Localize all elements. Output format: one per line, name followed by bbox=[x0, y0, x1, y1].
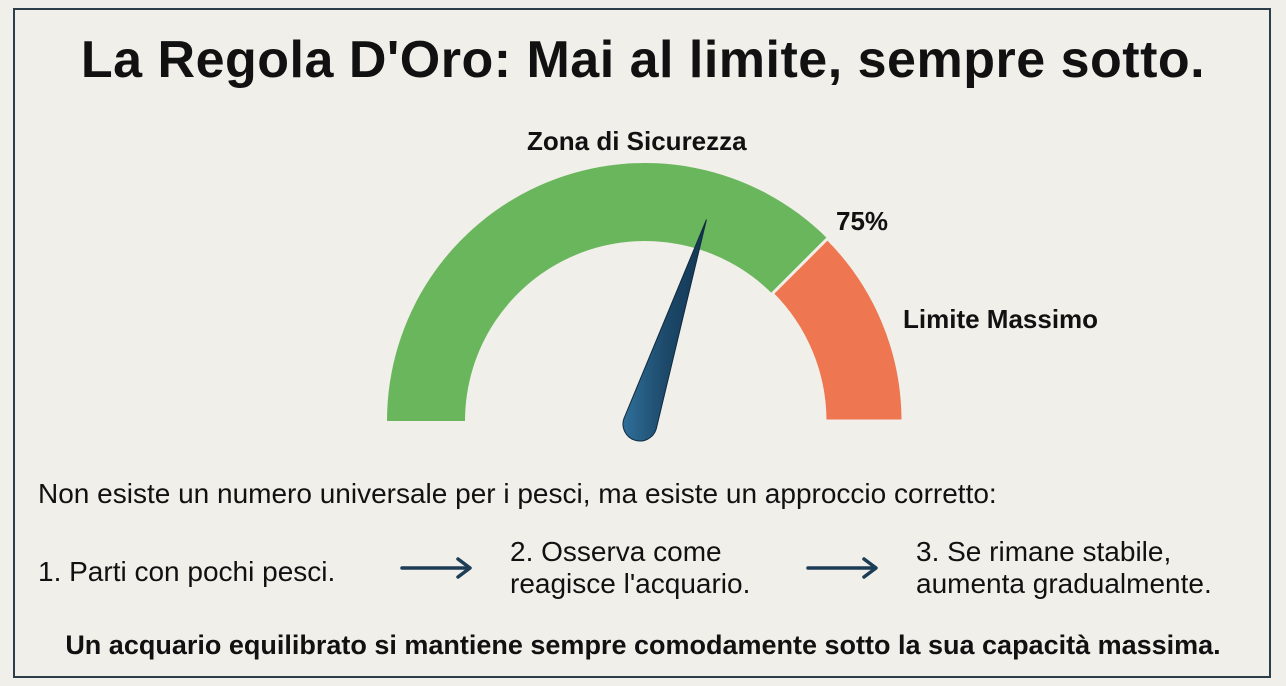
max-limit-label: Limite Massimo bbox=[903, 304, 1099, 334]
gauge-needle bbox=[622, 219, 707, 442]
gauge-limit-zone bbox=[770, 236, 905, 423]
step-3-line-2: aumenta gradualmente. bbox=[916, 568, 1212, 599]
page-frame bbox=[13, 8, 1271, 678]
step-2-line-2: reagisce l'acquario. bbox=[510, 568, 751, 599]
threshold-label: 75% bbox=[836, 206, 889, 236]
step-2: 2. Osserva come reagisce l'acquario. bbox=[510, 536, 750, 600]
step-1: 1. Parti con pochi pesci. bbox=[38, 556, 335, 588]
step-3-line-1: 3. Se rimane stabile, bbox=[916, 536, 1172, 567]
step-1-line-1: 1. Parti con pochi pesci. bbox=[38, 556, 336, 587]
intro-text: Non esiste un numero universale per i pe… bbox=[38, 478, 997, 509]
safe-zone-label: Zona di Sicurezza bbox=[527, 126, 747, 156]
step-3: 3. Se rimane stabile, aumenta gradualmen… bbox=[916, 536, 1212, 600]
gauge: Zona di Sicurezza 75% Limite Massimo bbox=[387, 126, 1099, 442]
gauge-safe-zone bbox=[387, 163, 828, 421]
footer-text: Un acquario equilibrato si mantiene semp… bbox=[65, 630, 1221, 660]
step-2-line-1: 2. Osserva come bbox=[510, 536, 722, 567]
arrow-right-icon bbox=[400, 557, 472, 579]
page-title: La Regola D'Oro: Mai al limite, sempre s… bbox=[80, 31, 1206, 89]
gauge-svg bbox=[387, 163, 905, 442]
arrow-right-icon bbox=[806, 557, 878, 579]
